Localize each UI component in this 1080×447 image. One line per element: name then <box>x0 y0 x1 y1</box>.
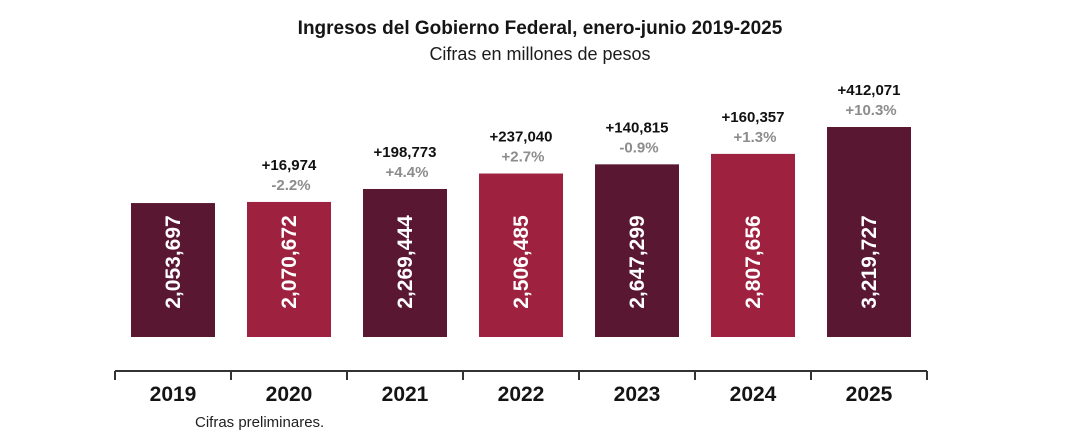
x-tick-label: 2020 <box>266 383 313 406</box>
change-label: +198,773 <box>374 144 437 161</box>
bar-2023 <box>595 164 679 337</box>
x-tick-label: 2025 <box>846 383 893 406</box>
change-label: +237,040 <box>490 129 553 146</box>
bar-2021 <box>363 188 447 337</box>
bar-2019 <box>131 203 215 337</box>
bar-2020 <box>247 201 331 337</box>
percent-change-label: +2.7% <box>502 149 545 166</box>
percent-change-label: +1.3% <box>734 129 777 146</box>
x-tick-label: 2021 <box>382 383 429 406</box>
bar-value-label: 2,070,672 <box>278 215 301 308</box>
chart-title: Ingresos del Gobierno Federal, enero-jun… <box>297 18 783 39</box>
bar-value-label: 2,647,299 <box>626 215 649 308</box>
bar-2025 <box>827 127 911 337</box>
change-label: +160,357 <box>722 109 785 126</box>
x-tick-label: 2019 <box>150 383 197 406</box>
x-tick-label: 2022 <box>498 383 545 406</box>
change-label: +140,815 <box>606 119 669 136</box>
x-tick-label: 2023 <box>614 383 661 406</box>
x-tick-label: 2024 <box>730 383 777 406</box>
bar-value-label: 2,053,697 <box>162 215 185 308</box>
percent-change-label: +4.4% <box>386 164 429 181</box>
percent-change-label: +10.3% <box>845 102 896 119</box>
bar-value-label: 2,807,656 <box>742 215 765 308</box>
bar-value-label: 2,506,485 <box>510 215 533 309</box>
footnote: Cifras preliminares. <box>195 414 325 431</box>
chart-subtitle: Cifras en millones de pesos <box>429 44 651 64</box>
change-label: +16,974 <box>262 157 317 174</box>
change-label: +412,071 <box>838 82 901 99</box>
bar-value-label: 2,269,444 <box>394 215 417 309</box>
percent-change-label: -2.2% <box>271 177 310 194</box>
bar-2024 <box>711 153 795 337</box>
bar-value-label: 3,219,727 <box>858 215 881 308</box>
bar-2022 <box>479 173 563 337</box>
percent-change-label: -0.9% <box>619 139 658 156</box>
